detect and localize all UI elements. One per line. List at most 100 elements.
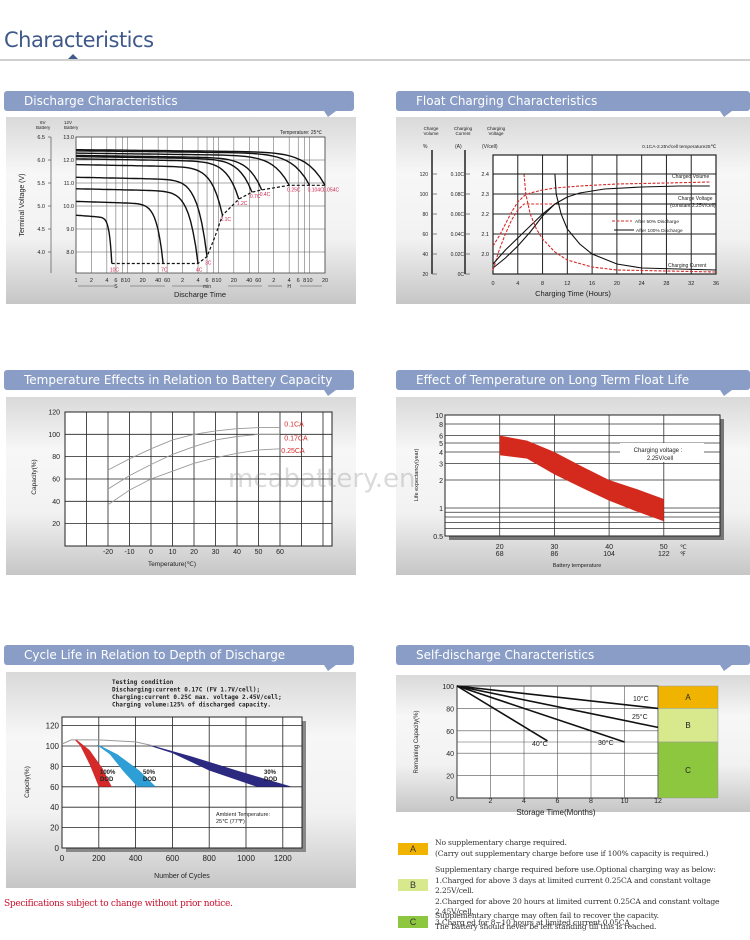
self-discharge-line-3	[456, 685, 548, 742]
axis-header: Current	[455, 131, 471, 136]
temperature-note: Temperature: 25℃	[280, 130, 322, 136]
testing-condition-line: Charging:current 0.25C max. voltage 2.45…	[112, 694, 282, 701]
panel-header-float-charging: Float Charging Characteristics	[396, 91, 750, 117]
y-tick-label: 10	[435, 413, 443, 420]
discharge-curve-10C	[75, 214, 113, 264]
volume-tick-label: 60	[422, 232, 428, 238]
volume-tick-label: 80	[422, 212, 428, 218]
series-current-black	[493, 173, 717, 271]
y-tick-label: 60	[50, 783, 59, 792]
y-tick-label: 80	[50, 762, 59, 771]
charging-current-label: Charging Current	[668, 263, 707, 269]
x-unit-label: H	[287, 284, 291, 290]
legend-line: Supplementary charge required before use…	[435, 865, 716, 874]
axis-header: Volume	[423, 131, 439, 136]
y-tick-label: 20	[50, 824, 59, 833]
legend-swatch-b: B	[398, 879, 428, 891]
y-axis-label: Life expectancy(year)	[414, 449, 420, 502]
temperature-capacity-chart: 120 100 80 60 40 20 -20 -10 0 10 20 30 40 50 60 0.1CA 0.…	[31, 409, 333, 568]
y-tick-label: 80	[446, 706, 454, 713]
title-divider	[0, 59, 750, 61]
x-tick-label-celsius: 40	[605, 544, 613, 551]
zone-label: A	[685, 693, 691, 702]
dod-band-30%	[150, 746, 292, 787]
x-tick-label: 24	[639, 281, 645, 287]
x-tick-label-celsius: 50	[660, 544, 668, 551]
rate-label: 4C	[196, 268, 203, 274]
x-tick-label: 6	[206, 278, 209, 284]
y-tick-label: 20	[446, 774, 454, 781]
y-tick-label: 100	[46, 742, 60, 751]
x-tick-label: 4	[522, 798, 526, 805]
note-background	[620, 443, 704, 462]
y-tick-label: 0.5	[433, 534, 443, 541]
current-tick-label: 0C	[458, 272, 465, 278]
self-discharge-line-2	[456, 685, 625, 743]
x-tick-label: 8	[303, 278, 306, 284]
y-tick-label: 1	[439, 506, 443, 513]
charge-condition-note: 0.1CA-2.25V/cell temperature25℃	[642, 144, 717, 150]
y-tick-label-6v: 6.5	[37, 135, 45, 141]
x-tick-label: 8	[212, 278, 215, 284]
volume-tick-label: 20	[422, 272, 428, 278]
rate-label: 10C	[110, 268, 120, 274]
x-tick-label: 20	[614, 281, 620, 287]
discharge-curve-1.2C	[75, 158, 240, 200]
x-tick-label: -20	[103, 549, 113, 556]
rate-label: 0.054C	[323, 187, 340, 193]
x-tick-label: 12	[654, 798, 662, 805]
y-tick-label: 100	[48, 432, 60, 439]
panel-title: Float Charging Characteristics	[416, 94, 598, 108]
x-tick-label: 10	[215, 278, 221, 284]
zone-label: C	[685, 766, 691, 775]
x-tick-label: 32	[688, 281, 694, 287]
current-tick-label: 0.08C	[451, 192, 465, 198]
x-tick-label: 20	[231, 278, 237, 284]
y-tick-label: 60	[52, 476, 60, 483]
x-tick-label: 40	[155, 278, 161, 284]
y-tick-label-12v: 8.0	[66, 250, 74, 256]
series-volume-black	[492, 185, 710, 269]
x-tick-label: 6	[556, 798, 560, 805]
rate-label: 1.2C	[237, 201, 248, 207]
x-tick-label: 10	[124, 278, 130, 284]
x-tick-label: 4	[516, 281, 519, 287]
current-tick-label: 0.04C	[451, 232, 465, 238]
y-tick-label: 3	[439, 462, 443, 469]
legend-line: Supplementary charge may often fail to r…	[435, 911, 659, 920]
dod-band-50%	[97, 745, 156, 787]
dod-label: DOD	[100, 777, 114, 783]
watermark: mcabattery.en	[228, 464, 416, 494]
x-axis-label: Charging Time (Hours)	[535, 289, 611, 298]
unit-fahrenheit: ℉	[680, 552, 686, 558]
y-tick-label-12v: 11.0	[64, 181, 74, 187]
x-tick-label-fahrenheit: 86	[551, 551, 559, 558]
legend-swatch-a: A	[398, 843, 428, 855]
axis-header: Charging	[454, 126, 473, 131]
discharge-curve-0.104C	[75, 150, 311, 186]
legend-line: 3.Charg ed for 8~10 hours at limited cur…	[435, 917, 635, 927]
volume-tick-label: 100	[420, 192, 429, 198]
dod-label: 30%	[264, 770, 277, 776]
discharge-curve-7C	[75, 200, 164, 264]
panel-header-cycle-life: Cycle Life in Relation to Depth of Disch…	[4, 645, 354, 671]
x-tick-label: 200	[92, 854, 106, 863]
series-voltage-red	[492, 203, 555, 271]
y-tick-label-6v: 4.5	[37, 227, 45, 233]
panel-title: Temperature Effects in Relation to Batte…	[24, 373, 333, 387]
x-tick-label: 10	[621, 798, 629, 805]
x-tick-label: 2	[90, 278, 93, 284]
voltage-tick-label: 2.1	[481, 232, 489, 238]
legend-text-b: Supplementary charge required before use…	[435, 865, 750, 928]
temperature-label: 10°C	[633, 695, 649, 703]
x-tick-label: 40	[246, 278, 252, 284]
x-tick-label: 4	[196, 278, 199, 284]
x-tick-label-celsius: 30	[551, 544, 559, 551]
discharge-curve-0.4C	[75, 154, 263, 191]
testing-condition-line: Testing condition	[112, 679, 174, 686]
voltage-tick-label: 2.0	[481, 252, 489, 258]
charging-voltage-note: Charging voltage :	[634, 448, 683, 454]
y-tick-label-6v: 5.5	[37, 181, 45, 187]
